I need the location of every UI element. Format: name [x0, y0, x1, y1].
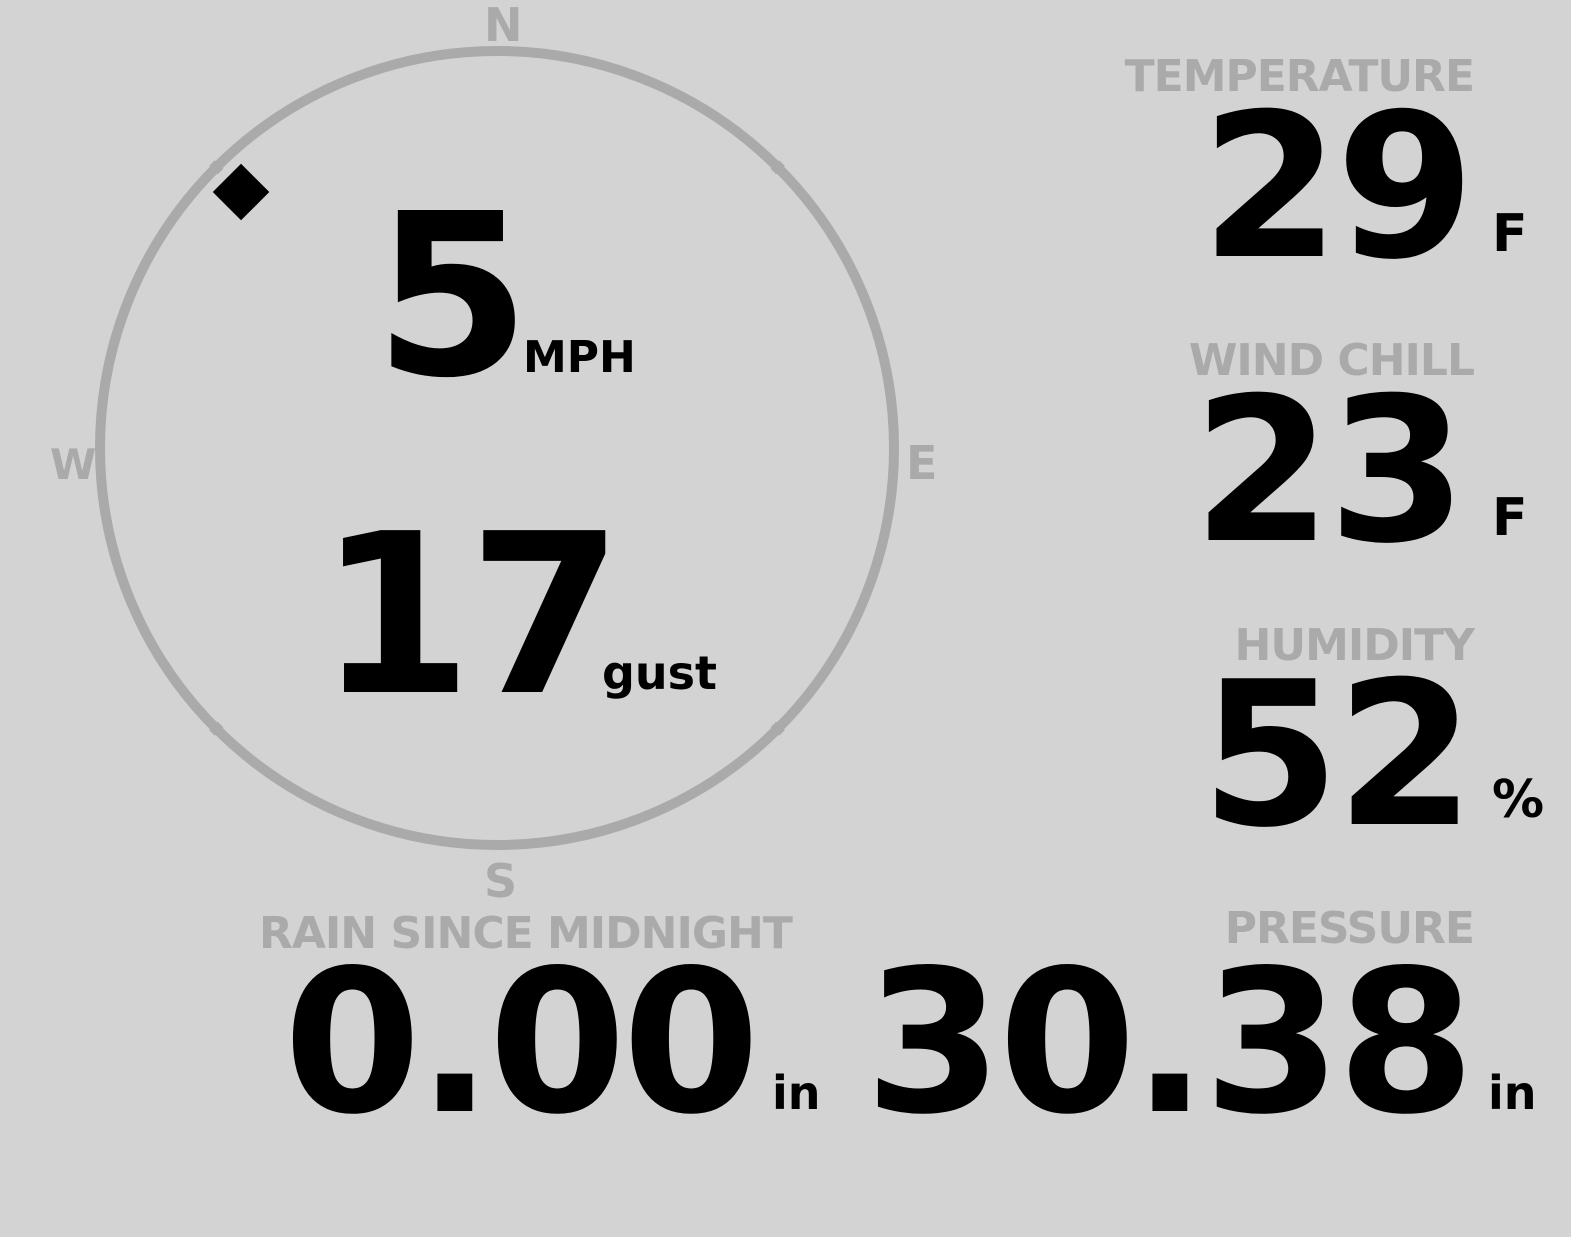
compass-north: N	[484, 0, 523, 52]
temperature-unit: F	[1492, 204, 1528, 264]
wind-chill-value: 23	[1192, 355, 1467, 588]
humidity-label: HUMIDITY	[1234, 620, 1475, 671]
wind-speed-value: 5	[374, 166, 531, 428]
compass-tick	[770, 160, 785, 175]
wind-chill-unit: F	[1492, 488, 1528, 548]
wind-chill-label: WIND CHILL	[1188, 335, 1475, 386]
compass-west: W	[50, 440, 97, 489]
temperature-label: TEMPERATURE	[1124, 51, 1475, 102]
wind-gust-value: 17	[318, 487, 623, 745]
temperature-value: 29	[1200, 71, 1475, 304]
pressure-label: PRESSURE	[1224, 903, 1475, 954]
compass-tick	[209, 721, 224, 736]
compass-east: E	[906, 436, 938, 490]
wind-speed-unit: MPH	[523, 332, 636, 383]
compass-south: S	[484, 854, 518, 908]
wind-gust-unit: gust	[602, 646, 718, 700]
rain-label: RAIN SINCE MIDNIGHT	[259, 908, 793, 959]
rain-unit: in	[772, 1066, 821, 1120]
compass-tick	[209, 160, 224, 175]
compass-ring	[95, 46, 899, 850]
humidity-unit: %	[1492, 770, 1545, 830]
humidity-value: 52	[1200, 639, 1475, 872]
pressure-unit: in	[1488, 1066, 1537, 1120]
pressure-value: 30.38	[864, 927, 1475, 1158]
compass-tick	[770, 721, 785, 736]
rain-value: 0.00	[283, 927, 760, 1158]
diamond-icon	[212, 163, 270, 221]
